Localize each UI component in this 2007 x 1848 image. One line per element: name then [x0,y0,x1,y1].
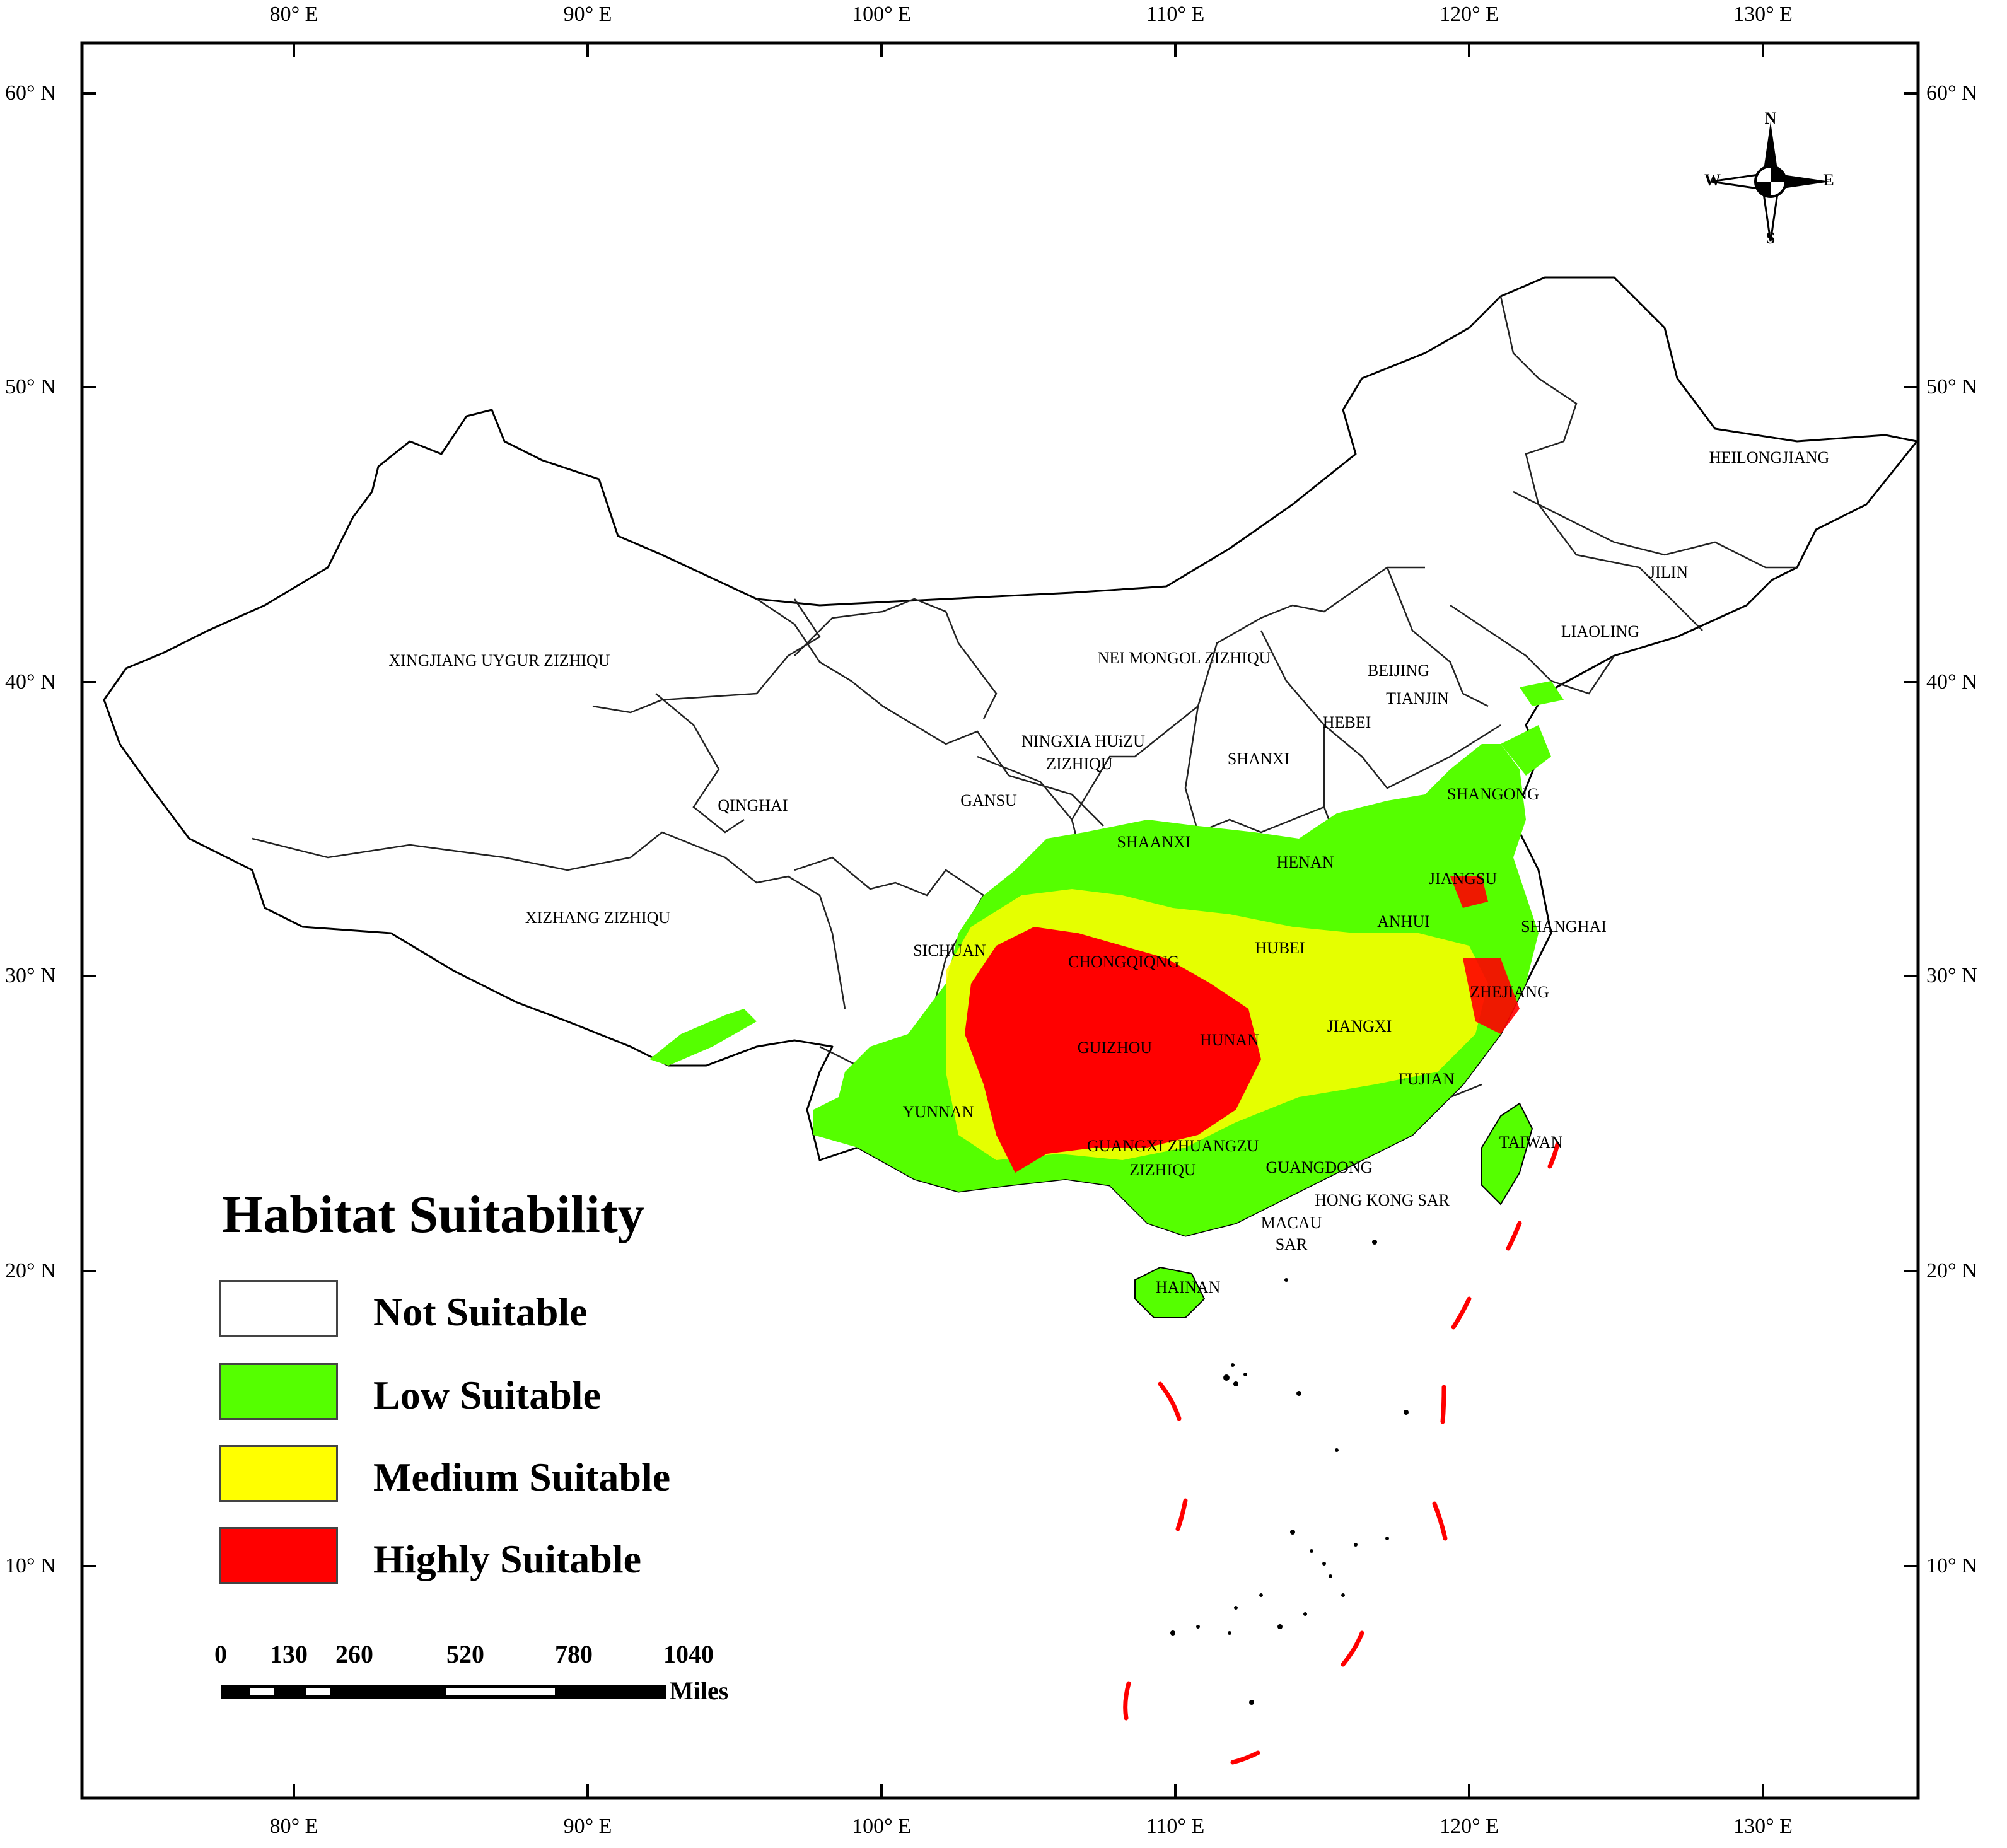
legend-label: Not Suitable [373,1289,588,1334]
low-suitable-hainan [1134,1266,1206,1318]
province-label: TAIWAN [1499,1133,1563,1151]
scale-bar-label: 780 [555,1640,593,1668]
province-label: SICHUAN [913,941,986,960]
legend-item: Medium Suitable [219,1445,787,1533]
scale-bar-label: 130 [270,1640,308,1668]
right-tick-label: 50° N [1926,375,1977,398]
province-label: CHONGQIQNG [1067,953,1180,971]
province-label: JIANGSU [1428,869,1498,888]
province-label: HEBEI [1322,713,1371,731]
south-china-sea-islands [1170,1240,1409,1705]
province-label: ZIZHIQU [1046,755,1113,773]
legend-swatch [219,1363,338,1420]
scale-bar-label: 520 [446,1640,484,1668]
left-tick-label: 40° N [5,670,56,694]
province-label: NEI MONGOL ZIZHIQU [1097,649,1271,667]
compass-west-label: W [1704,171,1721,189]
bottom-tick-label: 120° E [1440,1815,1499,1838]
province-label: TIANJIN [1386,689,1449,707]
province-label: YUNNAN [902,1103,974,1121]
nine-dash-line [1123,1142,1560,1765]
highly-suitable-east [1450,876,1520,1034]
province-label: FUJIAN [1398,1070,1455,1088]
bottom-tick-label: 80° E [269,1815,318,1838]
right-tick-label: 10° N [1926,1554,1977,1578]
province-label: ZHEJIANG [1470,983,1549,1001]
left-tick-label: 60° N [5,81,56,105]
scale-bar-label: 0 [214,1640,227,1668]
province-label: NINGXIA HUiZU [1021,732,1145,750]
legend-title: Habitat Suitability [222,1185,644,1244]
left-tick-label: 30° N [5,964,56,987]
left-tick-label: 20° N [5,1259,56,1282]
compass-east-label: E [1823,171,1834,189]
bottom-tick-label: 90° E [563,1815,612,1838]
province-label: BEIJING [1367,661,1430,680]
legend-swatch [219,1527,338,1584]
right-tick-label: 60° N [1926,81,1977,105]
province-label: SHAANXI [1117,833,1191,851]
graticule-ticks [82,43,1918,1798]
province-label: JILIN [1648,563,1689,581]
province-label: GUIZHOU [1077,1038,1153,1057]
right-tick-label: 20° N [1926,1259,1977,1282]
province-label: SHANGHAI [1521,917,1607,936]
province-label: GUANGXI ZHUANGZU [1086,1137,1259,1155]
bottom-tick-label: 110° E [1146,1815,1205,1838]
legend-item: Not Suitable [219,1280,787,1368]
province-label: HUNAN [1200,1031,1259,1049]
compass-rose [1710,122,1830,242]
province-label: HAINAN [1155,1278,1221,1296]
top-tick-label: 90° E [563,3,612,26]
legend-label: Low Suitable [373,1373,601,1417]
province-label: HUBEI [1255,939,1305,957]
left-tick-label: 10° N [5,1554,56,1578]
legend-label: Medium Suitable [373,1455,671,1499]
scale-bar-label: 260 [335,1640,373,1668]
bottom-tick-label: 100° E [852,1815,911,1838]
top-tick-label: 100° E [852,3,911,26]
right-tick-label: 40° N [1926,670,1977,694]
province-label: XIZHANG ZIZHIQU [525,909,671,927]
top-tick-label: 80° E [269,3,318,26]
province-label: HEILONGJIANG [1709,448,1830,467]
highly-suitable-area [965,927,1261,1173]
top-tick-label: 120° E [1440,3,1499,26]
province-label: SHANGONG [1447,785,1539,803]
province-label: ANHUI [1377,912,1430,931]
top-tick-label: 130° E [1733,3,1793,26]
province-label: QINGHAI [718,796,788,815]
province-label: JIANGXI [1327,1017,1392,1035]
province-label: SHANXI [1227,750,1290,768]
province-label: MACAU [1260,1214,1322,1232]
low-suitable-northeast [1501,681,1564,776]
legend-item: Highly Suitable [219,1527,787,1615]
right-tick-label: 30° N [1926,964,1977,987]
compass-north-label: N [1764,109,1777,127]
province-label: LIAOLING [1561,622,1640,641]
scale-bar [221,1685,666,1699]
province-label: HENAN [1276,853,1334,871]
scale-bar-unit: Miles [670,1677,729,1705]
bottom-tick-label: 130° E [1733,1815,1793,1838]
low-suitable-taiwan [1481,1102,1533,1206]
scale-bar-label: 1040 [663,1640,714,1668]
top-tick-label: 110° E [1146,3,1205,26]
compass-south-label: S [1766,229,1776,247]
legend-swatch [219,1280,338,1337]
province-label: GUANGDONG [1265,1158,1373,1177]
legend-swatch [219,1445,338,1502]
legend-item: Low Suitable [219,1363,787,1451]
low-suitable-tibet-strip [649,1009,757,1066]
province-label: HONG KONG SAR [1315,1191,1450,1209]
province-label: ZIZHIQU [1129,1161,1196,1179]
legend-label: Highly Suitable [373,1537,641,1581]
province-label: SAR [1275,1235,1308,1253]
province-label: XINGJIANG UYGUR ZIZHIQU [388,651,610,670]
left-tick-label: 50° N [5,375,56,398]
province-label: GANSU [960,791,1017,810]
